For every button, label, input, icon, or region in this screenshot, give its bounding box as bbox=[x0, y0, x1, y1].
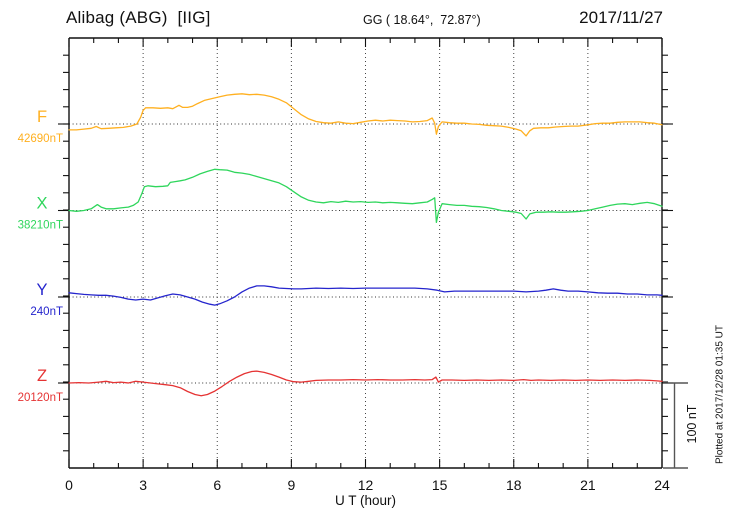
component-letter-F: F bbox=[37, 108, 47, 126]
geographic-coordinates: GG ( 18.64°, 72.87°) bbox=[363, 13, 481, 27]
trace-label-Z: Z 20120nT bbox=[18, 367, 63, 404]
baselines bbox=[69, 123, 662, 384]
component-letter-Z: Z bbox=[37, 367, 47, 385]
baseline-value-X: 38210nT bbox=[18, 220, 63, 232]
trace-label-X: X 38210nT bbox=[18, 195, 63, 232]
hour-ticks bbox=[68, 38, 663, 468]
x-tick-labels: 0 3 6 9 12 15 18 21 24 bbox=[65, 477, 670, 493]
station-title: Alibag (ABG) [IIG] bbox=[66, 8, 211, 27]
baseline-value-Z: 20120nT bbox=[18, 392, 63, 404]
x-tick-18: 18 bbox=[506, 477, 522, 493]
component-letter-X: X bbox=[36, 195, 47, 213]
x-axis-title: U T (hour) bbox=[334, 493, 397, 508]
amplitude-ticks bbox=[58, 54, 673, 452]
trace-Z bbox=[68, 370, 663, 397]
x-tick-3: 3 bbox=[139, 477, 147, 493]
trace-Y bbox=[68, 285, 663, 306]
gridlines bbox=[142, 41, 589, 467]
trace-label-F: F 42690nT bbox=[18, 108, 63, 145]
component-letter-Y: Y bbox=[36, 281, 47, 299]
x-tick-24: 24 bbox=[654, 477, 670, 493]
x-tick-0: 0 bbox=[65, 477, 73, 493]
baseline-value-F: 42690nT bbox=[18, 133, 63, 145]
x-tick-21: 21 bbox=[580, 477, 596, 493]
scale-bar bbox=[663, 382, 688, 469]
plot-date: 2017/11/27 bbox=[579, 8, 663, 27]
trace-F bbox=[68, 93, 663, 137]
x-tick-9: 9 bbox=[287, 477, 295, 493]
x-tick-15: 15 bbox=[432, 477, 448, 493]
plotted-at-timestamp: Plotted at 2017/12/28 01:35 UT bbox=[714, 325, 726, 464]
x-tick-12: 12 bbox=[358, 477, 374, 493]
amplitude-scale-label: 100 nT bbox=[685, 404, 699, 444]
x-tick-6: 6 bbox=[213, 477, 221, 493]
trace-X bbox=[68, 168, 663, 224]
baseline-value-Y: 240nT bbox=[30, 306, 63, 318]
trace-label-Y: Y 240nT bbox=[30, 281, 63, 318]
